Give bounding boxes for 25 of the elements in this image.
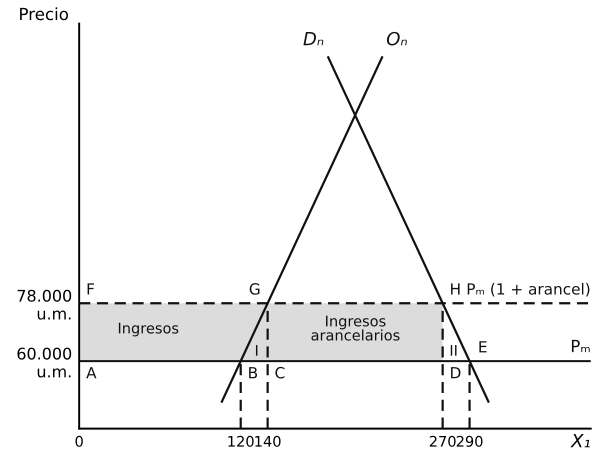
annotation: D: [451, 367, 460, 378]
annotation: Ingresos: [118, 322, 178, 336]
annotation: C: [275, 366, 284, 378]
x-tick-label: 270: [430, 436, 456, 447]
x-tick-label: 120: [228, 436, 254, 447]
y-tick-label: 60.000 u.m.: [17, 348, 72, 378]
annotation: II: [450, 345, 456, 356]
annotation: F: [88, 283, 94, 294]
annotation: Ingresos arancelarios: [311, 316, 400, 341]
x-tick-label: 140: [255, 436, 281, 447]
ref-line-label: Pₘ: [572, 340, 590, 352]
x-axis-title: X₁: [570, 434, 590, 448]
annotation: I: [256, 345, 258, 356]
y-tick-label: 78.000 u.m.: [18, 290, 72, 320]
annotation: B: [249, 367, 258, 378]
series-label: Oₙ: [386, 32, 407, 46]
annotation: H: [451, 283, 460, 294]
x-tick-label: 0: [75, 436, 83, 447]
annotation: A: [86, 367, 96, 378]
series-label: Pₘ (1 + arancel): [468, 282, 590, 297]
x-tick-label: 290: [456, 436, 483, 447]
y-axis-title: Precio: [20, 7, 68, 20]
annotation: G: [250, 283, 260, 295]
annotation: E: [479, 341, 487, 352]
series-label: Dₙ: [303, 32, 324, 46]
